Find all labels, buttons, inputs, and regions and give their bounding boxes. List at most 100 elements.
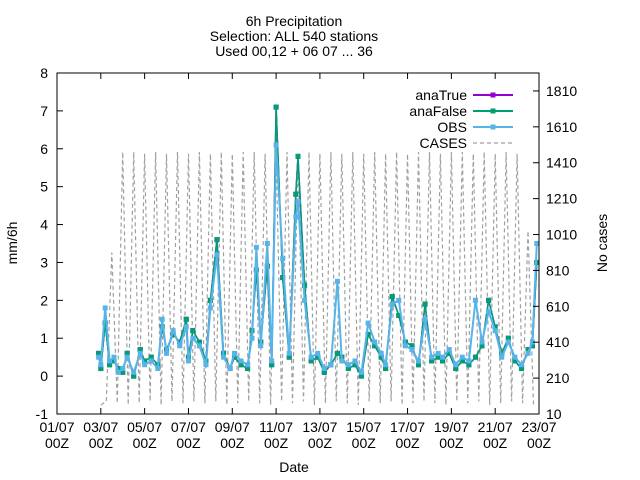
data-point-obs: [440, 354, 446, 360]
x-axis-ticks: 01/0700Z03/0700Z05/0700Z07/0700Z09/0700Z…: [39, 73, 557, 451]
x-tick-label: 23/07: [521, 419, 556, 435]
data-point-obs: [148, 358, 154, 364]
data-point-anafalse: [472, 354, 478, 360]
data-point-obs: [102, 305, 108, 311]
data-point-anafalse: [115, 366, 121, 372]
y2-tick-label: 1810: [546, 83, 577, 99]
data-point-anafalse: [214, 237, 220, 243]
legend-marker-anafalse: [490, 108, 496, 114]
y2-tick-label: 1210: [546, 191, 577, 207]
data-point-anafalse: [529, 343, 535, 349]
y2-tick-label: 210: [546, 370, 570, 386]
y2-axis-label: No cases: [594, 214, 610, 272]
data-point-anafalse: [352, 362, 358, 368]
x-tick-label-time: 00Z: [527, 435, 552, 451]
data-point-anafalse: [518, 366, 524, 372]
data-point-anafalse: [295, 153, 301, 159]
y-tick-label: 7: [40, 103, 48, 119]
data-point-anafalse: [98, 366, 104, 372]
data-point-obs: [98, 362, 104, 368]
data-point-obs: [196, 343, 202, 349]
x-tick-label-time: 00Z: [352, 435, 377, 451]
y-tick-label: 6: [40, 141, 48, 157]
data-point-obs: [253, 244, 259, 250]
x-tick-label-time: 00Z: [264, 435, 289, 451]
series-line-cases: [100, 151, 535, 406]
x-tick-label-time: 00Z: [483, 435, 508, 451]
data-point-obs: [107, 358, 113, 364]
data-point-obs: [203, 362, 209, 368]
data-point-anafalse: [183, 316, 189, 322]
data-point-anafalse: [120, 369, 126, 375]
data-series: [96, 104, 540, 379]
data-point-obs: [402, 343, 408, 349]
y2-tick-label: 1010: [546, 227, 577, 243]
y2-tick-label: 410: [546, 334, 570, 350]
data-point-obs: [207, 305, 213, 311]
data-point-anafalse: [389, 294, 395, 300]
y-tick-label: 3: [40, 254, 48, 270]
x-tick-label-time: 00Z: [45, 435, 70, 451]
data-point-anafalse: [245, 366, 251, 372]
data-point-obs: [389, 301, 395, 307]
data-point-obs: [170, 328, 176, 334]
x-tick-label: 03/07: [83, 419, 118, 435]
data-point-anafalse: [170, 331, 176, 337]
data-point-obs: [231, 350, 237, 356]
data-point-obs: [518, 362, 524, 368]
data-point-anafalse: [96, 350, 102, 356]
x-tick-label-time: 00Z: [133, 435, 158, 451]
data-point-obs: [505, 339, 511, 345]
x-tick-label: 15/07: [346, 419, 381, 435]
data-point-obs: [534, 241, 540, 246]
data-point-anafalse: [378, 354, 384, 360]
data-point-obs: [302, 297, 308, 303]
data-point-anafalse: [190, 328, 196, 334]
data-point-anafalse: [446, 350, 452, 356]
data-point-obs: [409, 347, 415, 353]
x-tick-label: 05/07: [127, 419, 162, 435]
chart-title: 6h Precipitation Selection: ALL 540 stat…: [210, 13, 378, 59]
data-point-obs: [486, 309, 492, 315]
y-tick-label: 5: [40, 179, 48, 195]
data-point-obs: [435, 350, 441, 356]
data-point-obs: [479, 339, 485, 345]
y-tick-label: -1: [36, 406, 49, 422]
data-point-anafalse: [345, 366, 351, 372]
x-tick-label-time: 00Z: [176, 435, 201, 451]
data-point-obs: [512, 354, 518, 360]
data-point-obs: [214, 252, 220, 258]
legend-marker-anatrue: [490, 92, 496, 98]
data-point-anafalse: [177, 339, 183, 345]
data-point-anafalse: [409, 343, 415, 349]
data-point-obs: [264, 241, 270, 246]
y-tick-label: 1: [40, 330, 48, 346]
y-tick-label: 2: [40, 292, 48, 308]
title-line-3: Used 00,12 + 06 07 ... 36: [215, 43, 373, 59]
title-line-2: Selection: ALL 540 stations: [210, 28, 378, 44]
data-point-anafalse: [416, 362, 421, 368]
data-point-anafalse: [321, 369, 327, 375]
data-point-obs: [137, 350, 143, 356]
y2-tick-label: 810: [546, 262, 570, 278]
data-point-anafalse: [422, 301, 428, 307]
data-point-obs: [321, 366, 327, 372]
plot-frame: [56, 72, 540, 415]
data-point-anafalse: [253, 267, 259, 273]
legend-label-cases: CASES: [420, 135, 467, 151]
x-tick-label: 07/07: [171, 419, 206, 435]
data-point-obs: [286, 350, 292, 356]
data-point-obs: [308, 354, 314, 360]
x-tick-label-time: 00Z: [220, 435, 245, 451]
data-point-obs: [280, 256, 286, 262]
data-point-obs: [269, 358, 275, 364]
data-point-obs: [183, 324, 189, 330]
cases-series: [100, 151, 535, 406]
data-point-obs: [245, 362, 251, 368]
data-point-obs: [429, 354, 435, 360]
data-point-obs: [273, 142, 279, 148]
data-point-anafalse: [273, 104, 279, 110]
x-tick-label: 19/07: [434, 419, 469, 435]
y-tick-label: 0: [40, 368, 48, 384]
legend-label-obs: OBS: [437, 119, 467, 135]
